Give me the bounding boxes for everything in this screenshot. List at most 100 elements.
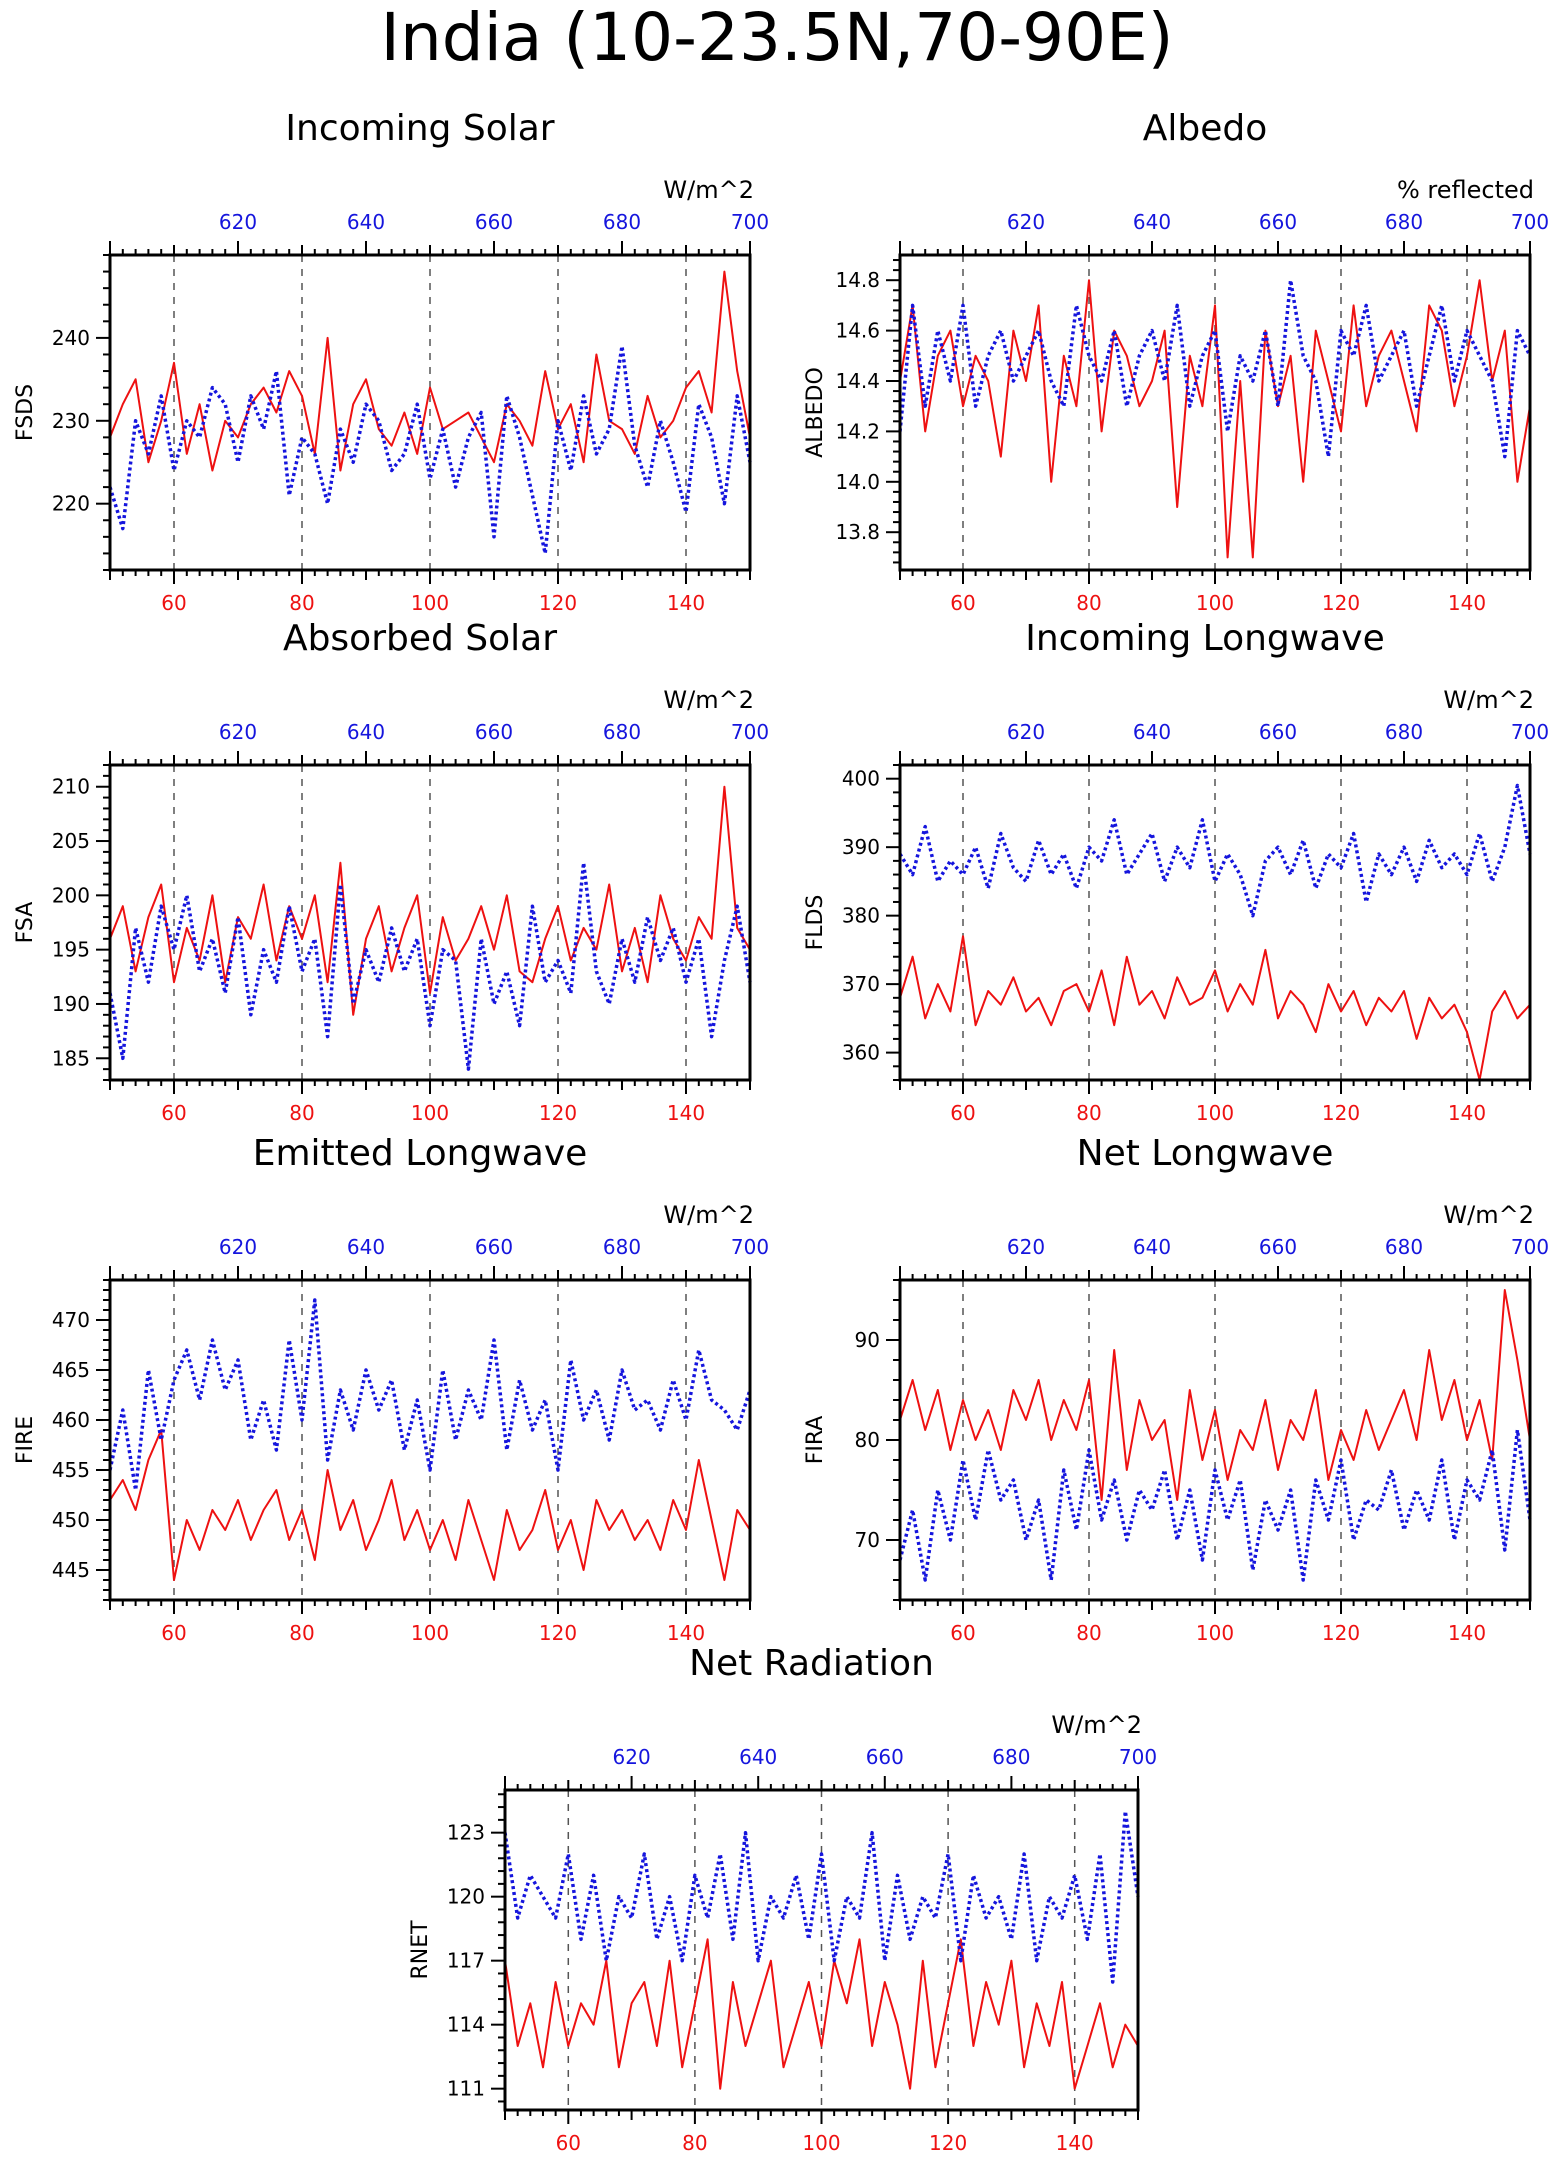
- series-line-blue: [108, 344, 752, 556]
- y-tick-label: 445: [52, 1558, 90, 1582]
- y-tick-label: 220: [52, 492, 90, 516]
- y-tick-label: 90: [855, 1328, 880, 1352]
- top-tick-label: 620: [219, 1235, 257, 1259]
- top-tick-label: 680: [603, 720, 641, 744]
- top-tick-label: 640: [1133, 720, 1171, 744]
- top-tick-label: 660: [475, 720, 513, 744]
- y-axis-label: ALBEDO: [803, 367, 828, 458]
- top-tick-label: 660: [866, 1745, 904, 1769]
- y-tick-label: 14.2: [835, 419, 880, 443]
- x-tick-label: 80: [1076, 591, 1101, 615]
- y-tick-label: 370: [842, 972, 880, 996]
- x-tick-label: 60: [950, 1621, 975, 1645]
- y-axis-label: FSA: [13, 902, 38, 944]
- units-label: W/m^2: [1443, 1201, 1534, 1229]
- series-line-red: [899, 935, 1531, 1081]
- y-tick-label: 70: [855, 1528, 880, 1552]
- x-tick-label: 80: [1076, 1621, 1101, 1645]
- top-tick-label: 620: [613, 1745, 651, 1769]
- x-tick-label: 100: [411, 1101, 449, 1125]
- y-tick-label: 114: [447, 2013, 485, 2037]
- main-title: India (10-23.5N,70-90E): [380, 0, 1173, 76]
- panel-title: Albedo: [1143, 108, 1268, 149]
- top-tick-label: 700: [1119, 1745, 1157, 1769]
- top-tick-label: 640: [347, 210, 385, 234]
- y-tick-label: 390: [842, 835, 880, 859]
- top-tick-label: 620: [1007, 1235, 1045, 1259]
- y-tick-label: 380: [842, 904, 880, 928]
- series-line-blue: [898, 278, 1532, 459]
- top-tick-label: 660: [1259, 210, 1297, 234]
- top-tick-label: 680: [1385, 1235, 1423, 1259]
- y-axis-label: FSDS: [13, 384, 38, 441]
- y-tick-label: 400: [842, 767, 880, 791]
- x-tick-label: 120: [539, 591, 577, 615]
- x-tick-label: 100: [1196, 1101, 1234, 1125]
- panel-fire: Emitted Longwave W/m^2 FIRE 60 80 100 120 140 62…: [13, 1133, 769, 1645]
- series-line-blue: [898, 783, 1532, 918]
- y-tick-label: 195: [52, 938, 90, 962]
- top-tick-label: 620: [1007, 210, 1045, 234]
- x-tick-label: 60: [161, 591, 186, 615]
- y-tick-label: 14.6: [835, 319, 880, 343]
- x-tick-label: 60: [950, 1101, 975, 1125]
- panel-title: Net Radiation: [689, 1643, 934, 1684]
- y-tick-label: 117: [447, 1949, 485, 1973]
- y-tick-label: 14.8: [835, 268, 880, 292]
- y-tick-label: 360: [842, 1041, 880, 1065]
- y-tick-label: 460: [52, 1408, 90, 1432]
- y-tick-label: 230: [52, 409, 90, 433]
- x-tick-label: 120: [1322, 591, 1360, 615]
- x-tick-label: 140: [1448, 1101, 1486, 1125]
- x-tick-label: 100: [1196, 591, 1234, 615]
- x-tick-label: 120: [1322, 1621, 1360, 1645]
- top-tick-label: 640: [739, 1745, 777, 1769]
- series-line-red: [504, 1938, 1139, 2090]
- x-tick-label: 80: [289, 591, 314, 615]
- y-tick-label: 185: [52, 1046, 90, 1070]
- series-line-blue: [108, 1298, 752, 1492]
- units-label: W/m^2: [663, 686, 754, 714]
- panel-fsds: Incoming Solar W/m^2 FSDS 60 80 100 120 140 620 6…: [13, 108, 769, 615]
- x-tick-label: 80: [682, 2131, 707, 2155]
- y-tick-label: 14.0: [835, 470, 880, 494]
- series-line-red: [899, 1289, 1531, 1501]
- x-tick-label: 60: [161, 1101, 186, 1125]
- top-tick-label: 640: [1133, 1235, 1171, 1259]
- y-tick-label: 13.8: [835, 520, 880, 544]
- top-tick-label: 660: [1259, 1235, 1297, 1259]
- units-label: W/m^2: [663, 176, 754, 204]
- series-line-red: [899, 279, 1531, 559]
- top-tick-label: 700: [731, 1235, 769, 1259]
- y-tick-label: 205: [52, 829, 90, 853]
- x-tick-label: 100: [411, 591, 449, 615]
- panel-title: Net Longwave: [1077, 1133, 1334, 1174]
- top-tick-label: 640: [1133, 210, 1171, 234]
- panel-flds: Incoming Longwave W/m^2 FLDS 60 80 100 120 140 6…: [803, 618, 1549, 1125]
- top-tick-label: 680: [1385, 210, 1423, 234]
- top-tick-label: 640: [347, 720, 385, 744]
- y-tick-label: 470: [52, 1308, 90, 1332]
- panel-fsa: Absorbed Solar W/m^2 FSA 60 80 100 120 140 620 64…: [13, 618, 769, 1125]
- units-label: W/m^2: [1443, 686, 1534, 714]
- y-tick-label: 455: [52, 1458, 90, 1482]
- x-tick-label: 140: [667, 1621, 705, 1645]
- top-tick-label: 660: [475, 1235, 513, 1259]
- series-line-blue: [503, 1809, 1140, 1984]
- x-tick-label: 80: [1076, 1101, 1101, 1125]
- x-tick-label: 100: [802, 2131, 840, 2155]
- y-tick-label: 465: [52, 1358, 90, 1382]
- x-tick-label: 140: [667, 591, 705, 615]
- y-tick-label: 123: [447, 1821, 485, 1845]
- series-line-blue: [898, 1428, 1532, 1582]
- series-line-red: [109, 1429, 751, 1581]
- x-tick-label: 60: [556, 2131, 581, 2155]
- y-axis-label: RNET: [408, 1920, 433, 1980]
- y-tick-label: 80: [855, 1428, 880, 1452]
- series-line-red: [109, 785, 751, 1016]
- top-tick-label: 700: [1511, 210, 1549, 234]
- top-tick-label: 700: [1511, 720, 1549, 744]
- x-tick-label: 60: [950, 591, 975, 615]
- units-label: % reflected: [1397, 176, 1534, 204]
